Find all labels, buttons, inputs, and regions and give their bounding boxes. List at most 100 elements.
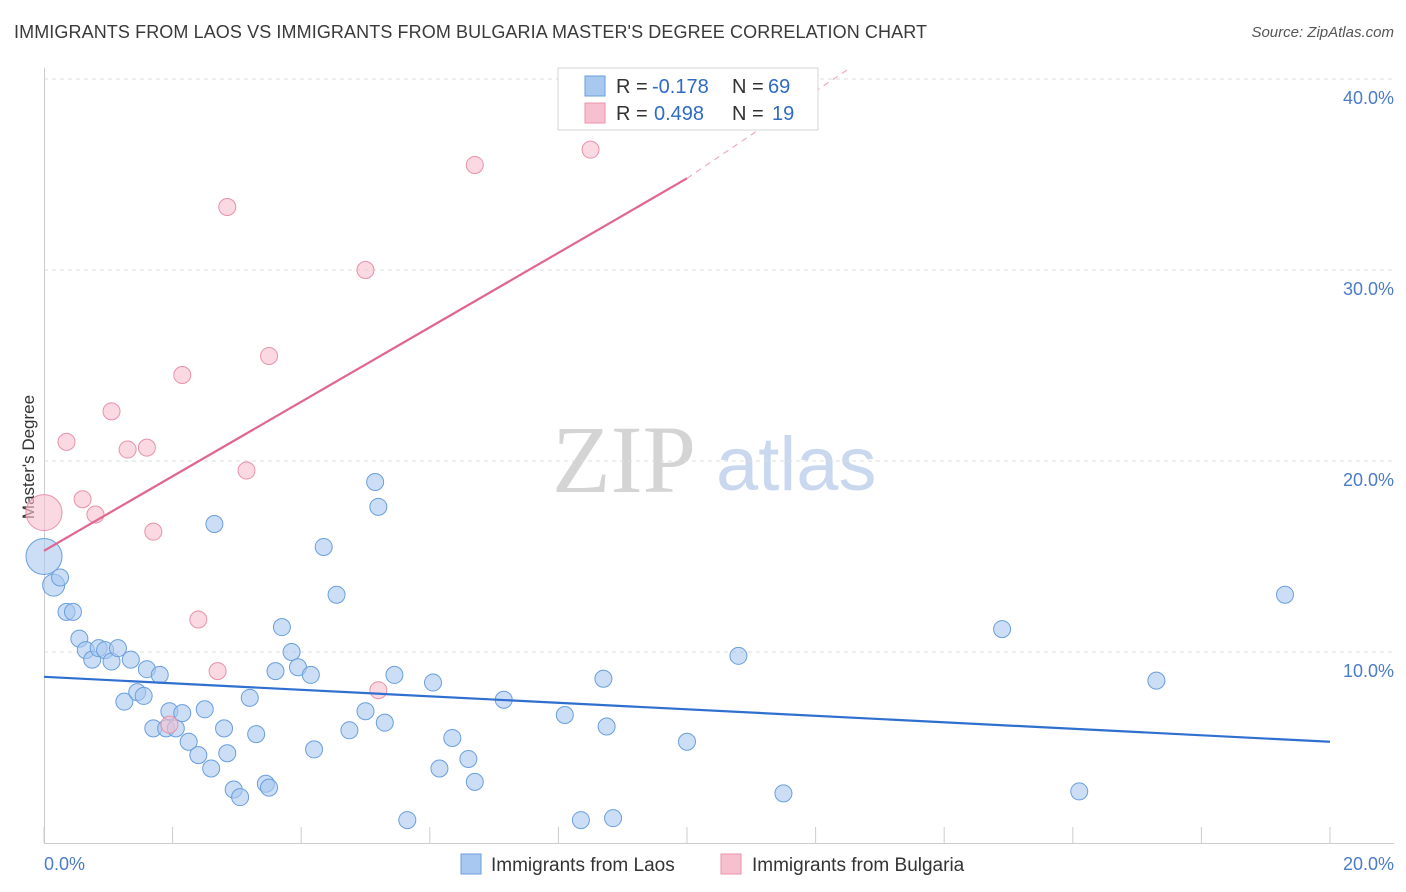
legend-n-label-laos: N = <box>732 76 764 98</box>
laos-point <box>571 811 590 830</box>
legend-r-label-bulgaria: R = <box>616 103 648 125</box>
legend-swatch-bulgaria <box>584 102 606 124</box>
bottom-legend-swatch-laos <box>460 853 482 875</box>
laos-series-points <box>25 473 1294 830</box>
watermark: ZIP atlas <box>552 406 877 513</box>
bottom-legend-label-laos: Immigrants from Laos <box>491 855 675 876</box>
laos-point <box>240 688 259 707</box>
laos-point <box>179 732 198 751</box>
y-axis-label: Master's Degree <box>19 395 38 519</box>
laos-point <box>305 740 324 759</box>
watermark-zip: ZIP <box>552 406 696 513</box>
bulgaria-point <box>581 140 600 159</box>
bulgaria-point <box>118 440 137 459</box>
laos-point <box>195 700 214 719</box>
bulgaria-point <box>260 346 279 365</box>
legend-n-value-bulgaria: 19 <box>772 103 794 125</box>
laos-point <box>366 473 385 492</box>
laos-point <box>218 744 237 763</box>
laos-point <box>430 759 449 778</box>
laos-point <box>134 686 153 705</box>
laos-point <box>282 643 301 661</box>
bulgaria-point <box>160 715 179 734</box>
bulgaria-point <box>465 155 484 174</box>
laos-point <box>594 669 613 688</box>
x-tick-label-min: 0.0% <box>44 854 85 874</box>
laos-point <box>424 673 443 692</box>
laos-point <box>202 759 221 778</box>
laos-point <box>555 706 574 725</box>
legend-r-value-bulgaria: 0.498 <box>654 103 704 125</box>
correlation-legend: R = -0.178 N = 69 R = 0.498 N = 19 <box>557 67 819 131</box>
laos-point <box>1147 671 1166 690</box>
legend-n-label-bulgaria: N = <box>732 103 764 125</box>
laos-point <box>597 717 616 736</box>
x-tick-label-max: 20.0% <box>1343 854 1394 874</box>
laos-point <box>108 639 127 658</box>
legend-swatch-laos <box>584 75 606 97</box>
laos-point <box>266 662 285 681</box>
laos-point <box>205 515 224 534</box>
bulgaria-point <box>173 366 192 385</box>
laos-point <box>247 725 266 744</box>
laos-point <box>51 568 70 587</box>
y-tick-label-10: 10.0% <box>1343 661 1394 681</box>
bulgaria-point <box>144 522 163 541</box>
bottom-legend-label-bulgaria: Immigrants from Bulgaria <box>752 855 965 876</box>
bulgaria-point <box>25 494 63 532</box>
laos-point <box>459 749 478 768</box>
bulgaria-point <box>208 662 227 681</box>
chart-title: IMMIGRANTS FROM LAOS VS IMMIGRANTS FROM … <box>14 22 928 42</box>
laos-point <box>121 650 140 669</box>
laos-trend-line <box>43 675 1331 743</box>
laos-point <box>272 618 291 637</box>
bulgaria-point <box>369 681 388 700</box>
legend-n-value-laos: 69 <box>768 76 790 98</box>
laos-point <box>231 788 250 807</box>
y-tick-label-20: 20.0% <box>1343 470 1394 490</box>
laos-point <box>678 732 696 751</box>
bulgaria-point <box>102 402 121 421</box>
laos-point <box>215 719 234 738</box>
laos-point <box>465 772 484 791</box>
gridlines <box>44 78 1394 653</box>
laos-point <box>340 721 359 740</box>
source-credit: Source: ZipAtlas.com <box>1251 24 1394 41</box>
legend-r-label-laos: R = <box>616 76 648 98</box>
bulgaria-point <box>356 261 375 279</box>
laos-point <box>115 692 134 711</box>
laos-point <box>1275 585 1294 604</box>
bulgaria-trend-line <box>43 177 688 552</box>
y-tick-label-30: 30.0% <box>1343 279 1394 299</box>
laos-point <box>260 778 279 797</box>
laos-point <box>375 713 394 732</box>
bulgaria-point <box>137 438 156 457</box>
laos-point <box>189 746 208 765</box>
bottom-legend-swatch-bulgaria <box>720 853 742 875</box>
y-tick-label-40: 40.0% <box>1343 88 1394 108</box>
laos-point <box>398 811 417 830</box>
laos-point <box>356 702 375 721</box>
laos-point <box>993 620 1012 639</box>
laos-point <box>173 704 192 723</box>
laos-point <box>63 602 82 621</box>
laos-point <box>301 665 320 684</box>
laos-point <box>774 784 793 803</box>
trend-lines <box>43 68 1331 743</box>
bulgaria-point <box>57 432 76 451</box>
laos-point <box>25 538 63 575</box>
laos-point <box>443 728 462 747</box>
laos-point <box>369 497 388 516</box>
bulgaria-point <box>218 197 237 216</box>
x-axis-ticks <box>43 827 1331 843</box>
laos-point <box>729 646 748 665</box>
watermark-atlas: atlas <box>716 422 877 507</box>
bulgaria-point <box>189 610 208 629</box>
bulgaria-point <box>73 490 92 509</box>
laos-point <box>314 537 333 556</box>
series-legend: Immigrants from Laos Immigrants from Bul… <box>460 853 965 876</box>
laos-point <box>150 665 169 684</box>
bulgaria-series-points <box>25 140 600 734</box>
laos-point <box>604 809 623 828</box>
